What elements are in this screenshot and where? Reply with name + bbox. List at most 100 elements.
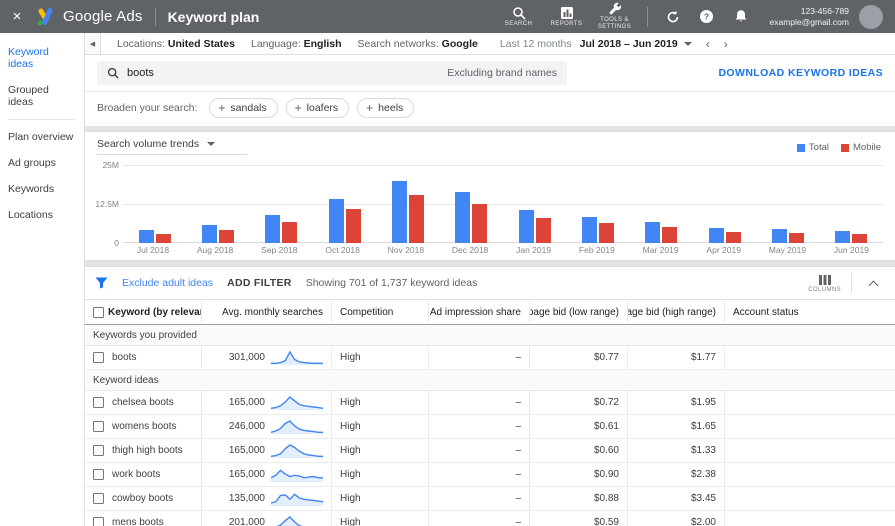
row-checkbox[interactable] — [93, 517, 104, 526]
bid-high-cell: $2.00 — [628, 511, 725, 526]
avg-monthly-searches-cell: 165,000 — [202, 391, 332, 414]
filter-locations[interactable]: Locations: United States — [117, 37, 235, 50]
table-row-cowboy-boots[interactable]: cowboy boots 135,000 High – $0.88 $3.45 — [85, 487, 895, 511]
broaden-chip-sandals[interactable]: + sandals — [209, 98, 278, 118]
svg-text:?: ? — [704, 12, 709, 22]
help-button[interactable]: ? — [692, 0, 722, 33]
keyword-table-card: Exclude adult ideas ADD FILTER Showing 7… — [85, 266, 895, 526]
table-row-womens-boots[interactable]: womens boots 246,000 High – $0.61 $1.65 — [85, 415, 895, 439]
col-header-label: Keyword (by relevance) — [108, 306, 201, 318]
trends-dropdown[interactable]: Search volume trends — [97, 138, 247, 155]
bar-total — [265, 214, 281, 243]
searches-value: 165,000 — [228, 469, 265, 480]
sidebar-item-plan-overview[interactable]: Plan overview — [8, 131, 74, 143]
trends-dropdown-label: Search volume trends — [97, 138, 200, 150]
competition-cell: High — [332, 511, 429, 526]
broaden-chips: + sandals + loafers + heels — [209, 98, 415, 118]
broaden-chip-heels[interactable]: + heels — [357, 98, 415, 118]
col-header-avg-monthly-searches[interactable]: Avg. monthly searches — [202, 300, 332, 324]
ad-impression-share-cell: – — [429, 463, 530, 486]
x-axis-label: Aug 2018 — [196, 245, 234, 255]
filter-funnel-icon[interactable] — [95, 277, 108, 289]
chevron-down-icon — [207, 142, 216, 146]
close-icon[interactable]: × — [12, 8, 22, 25]
col-header-ad-impression-share[interactable]: Ad impression share — [429, 300, 530, 324]
sidebar-item-locations[interactable]: Locations — [8, 209, 53, 221]
search-label: SEARCH — [504, 20, 533, 27]
table-row-thigh-high-boots[interactable]: thigh high boots 165,000 High – $0.60 $1.33 — [85, 439, 895, 463]
sidebar-item-ad-groups[interactable]: Ad groups — [8, 157, 56, 169]
wrench-icon — [609, 3, 621, 15]
search-button[interactable]: SEARCH — [497, 0, 541, 33]
date-range-dropdown[interactable]: Jul 2018 – Jun 2019 — [580, 38, 692, 50]
sidebar-item-grouped-ideas[interactable]: Grouped ideas — [8, 84, 49, 108]
keyword-cell: boots — [85, 346, 202, 369]
y-tick: 0 — [114, 238, 119, 248]
competition-cell: High — [332, 391, 429, 414]
bar-group-mar-2019 — [645, 165, 678, 243]
topbar-divider — [154, 7, 156, 26]
account-status-cell — [725, 487, 895, 510]
sidebar-item-keyword-ideas[interactable]: Keyword ideas — [8, 46, 49, 70]
avg-monthly-searches-cell: 135,000 — [202, 487, 332, 510]
showing-count: Showing 701 of 1,737 keyword ideas — [305, 277, 478, 289]
x-axis-label: Feb 2019 — [578, 245, 615, 255]
download-keyword-ideas-button[interactable]: DOWNLOAD KEYWORD IDEAS — [718, 67, 883, 79]
searches-value: 246,000 — [228, 421, 265, 432]
bar-mobile — [788, 232, 804, 243]
bar-mobile — [218, 229, 234, 243]
keyword-search-input[interactable]: boots Excluding brand names — [97, 61, 567, 85]
avatar[interactable] — [859, 4, 883, 29]
search-volume-trends-card: Search volume trends Total Mobile 25M 12.5… — [85, 131, 895, 261]
tools-settings-button[interactable]: TOOLS & SETTINGS — [593, 0, 637, 33]
prev-period-button[interactable]: ‹ — [705, 36, 710, 51]
select-all-checkbox[interactable] — [93, 306, 104, 318]
keyword-cell: chelsea boots — [85, 391, 202, 414]
tools-settings-label: TOOLS & SETTINGS — [597, 17, 632, 30]
table-row-chelsea-boots[interactable]: chelsea boots 165,000 High – $0.72 $1.95 — [85, 391, 895, 415]
exclude-adult-ideas-link[interactable]: Exclude adult ideas — [122, 277, 214, 289]
row-checkbox[interactable] — [93, 493, 104, 504]
table-row-mens-boots[interactable]: mens boots 201,000 High – $0.59 $2.00 — [85, 511, 895, 526]
add-filter-button[interactable]: ADD FILTER — [227, 277, 292, 289]
collapse-panel-icon[interactable]: ◀ — [85, 33, 101, 54]
refresh-button[interactable] — [658, 0, 688, 33]
bar-total — [138, 229, 154, 243]
searches-value: 201,000 — [228, 517, 265, 526]
broaden-chip-loafers[interactable]: + loafers — [285, 98, 350, 118]
ad-impression-share-cell: – — [429, 511, 530, 526]
col-header-keyword-by-relevance[interactable]: Keyword (by relevance)↓ — [85, 300, 202, 324]
filter-items: Locations: United States Language: English S… — [101, 38, 478, 50]
reports-button[interactable]: REPORTS — [545, 0, 589, 33]
row-checkbox[interactable] — [93, 397, 104, 408]
search-section: boots Excluding brand names DOWNLOAD KEY… — [85, 55, 895, 92]
topbar-actions-divider — [646, 6, 648, 27]
notifications-button[interactable] — [726, 0, 756, 33]
chip-label: loafers — [306, 102, 339, 114]
keyword-label: cowboy boots — [112, 493, 174, 504]
columns-button[interactable]: COLUMNS — [808, 274, 841, 293]
row-checkbox[interactable] — [93, 445, 104, 456]
row-checkbox[interactable] — [93, 352, 104, 363]
row-checkbox[interactable] — [93, 421, 104, 432]
x-axis-label: Apr 2019 — [706, 245, 741, 255]
next-period-button[interactable]: › — [723, 36, 728, 51]
sidebar: Keyword ideas Grouped ideas Plan overview A… — [0, 33, 85, 526]
sidebar-item-keywords[interactable]: Keywords — [8, 183, 55, 195]
avg-monthly-searches-cell: 165,000 — [202, 463, 332, 486]
col-header-top-of-page-bid-high-range[interactable]: Top of page bid (high range) — [628, 300, 725, 324]
google-ads-logo-icon — [37, 7, 53, 25]
col-header-top-of-page-bid-low-range[interactable]: Top of page bid (low range) — [530, 300, 628, 324]
collapse-table-icon[interactable] — [868, 280, 879, 290]
table-row-boots[interactable]: boots 301,000 High – $0.77 $1.77 — [85, 346, 895, 370]
table-row-work-boots[interactable]: work boots 165,000 High – $0.90 $2.38 — [85, 463, 895, 487]
google-ads-logo[interactable]: Google Ads — [34, 6, 143, 28]
filter-language[interactable]: Language: English — [250, 37, 342, 50]
col-header-competition[interactable]: Competition — [332, 300, 429, 324]
section-header-keywords-you-provided: Keywords you provided — [85, 325, 895, 346]
filter-search-networks[interactable]: Search networks: Google — [357, 37, 478, 50]
date-range-value: Jul 2018 – Jun 2019 — [579, 37, 678, 50]
row-checkbox[interactable] — [93, 469, 104, 480]
col-header-account-status[interactable]: Account status — [733, 306, 799, 318]
